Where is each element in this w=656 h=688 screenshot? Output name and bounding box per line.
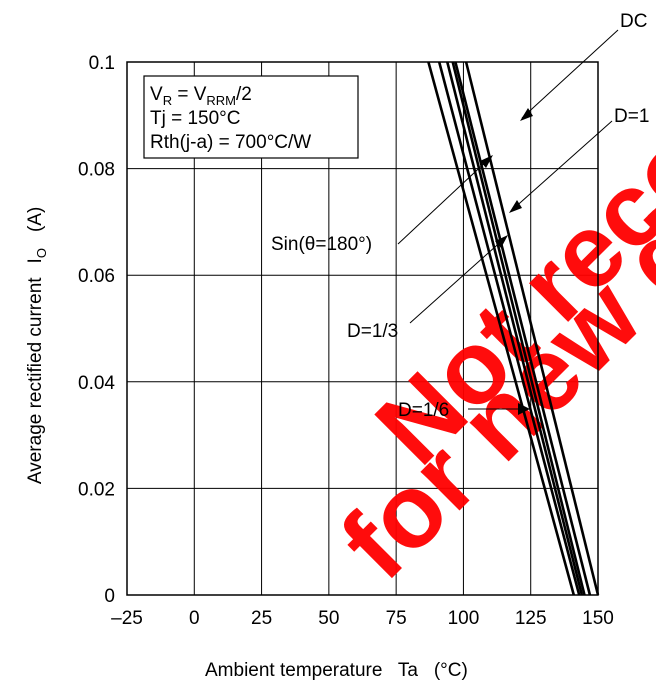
- condition-vr: VR = VRRM/2: [150, 84, 252, 108]
- y-tick-label: 0.08: [78, 160, 115, 181]
- x-tick-label: 100: [448, 608, 480, 629]
- y-tick-label: 0.06: [78, 266, 115, 287]
- watermark: Not recommended for new design: [319, 0, 656, 601]
- leader-d13: [409, 237, 506, 324]
- series-line-1: [454, 61, 592, 596]
- x-tick-label: –25: [111, 608, 143, 629]
- y-tick-labels: 0 0.02 0.04 0.06 0.08 0.1: [78, 53, 115, 607]
- y-axis-label-main: Average rectified current: [25, 277, 46, 484]
- curves: [427, 61, 600, 596]
- condition-rth: Rth(j-a) = 700°C/W: [150, 132, 311, 153]
- label-sin: Sin(θ=180°): [271, 234, 372, 255]
- x-tick-label: 50: [318, 608, 339, 629]
- arrow-d16: [518, 403, 530, 415]
- y-axis-unit: (A): [25, 207, 46, 232]
- condition-tj: Tj = 150°C: [150, 108, 241, 129]
- arrow-d13: [495, 235, 508, 248]
- series-line-3: [446, 61, 584, 596]
- y-tick-label: 0.04: [78, 373, 115, 394]
- x-tick-label: 125: [515, 608, 547, 629]
- svg-text:Average rectified currentIO(A): Average rectified current IO (A): [25, 180, 49, 520]
- label-d1: D=1: [614, 106, 649, 127]
- conditions-box: VR = VRRM/2 Tj = 150°C Rth(j-a) = 700°C/…: [143, 75, 359, 159]
- y-axis-symbol: I: [25, 258, 46, 263]
- y-tick-label: 0.1: [89, 53, 115, 74]
- label-d16: D=1/6: [398, 400, 449, 421]
- plot-frame: [126, 61, 599, 596]
- series-line-5: [427, 61, 576, 596]
- label-d13: D=1/3: [347, 321, 398, 342]
- x-tick-label: 0: [189, 608, 200, 629]
- y-axis-symbol-sub: O: [34, 248, 49, 258]
- y-tick-label: 0: [104, 586, 115, 607]
- y-axis-label: Average rectified current IO (A): [25, 180, 49, 520]
- series-line-4: [437, 61, 581, 596]
- x-tick-label: 75: [386, 608, 407, 629]
- series-line-2: [451, 61, 586, 596]
- x-tick-label: 25: [251, 608, 272, 629]
- x-tick-labels: –25 0 25 50 75 100 125 150: [111, 608, 614, 629]
- y-tick-label: 0.02: [78, 479, 115, 500]
- leader-dc: [521, 29, 619, 119]
- annotations: DC D=1 Sin(θ=180°) D=1/3 D=1/6: [271, 11, 649, 421]
- arrow-dc: [520, 108, 533, 121]
- arrow-d1: [509, 200, 522, 213]
- x-tick-label: 150: [582, 608, 614, 629]
- x-axis-label: Ambient temperature Ta (°C): [205, 660, 468, 681]
- leader-sin: [397, 157, 491, 245]
- leader-d1: [511, 120, 613, 211]
- arrow-sin: [480, 155, 493, 168]
- series-line-0: [464, 61, 600, 596]
- label-dc: DC: [620, 11, 647, 32]
- conditions-frame: [143, 75, 359, 159]
